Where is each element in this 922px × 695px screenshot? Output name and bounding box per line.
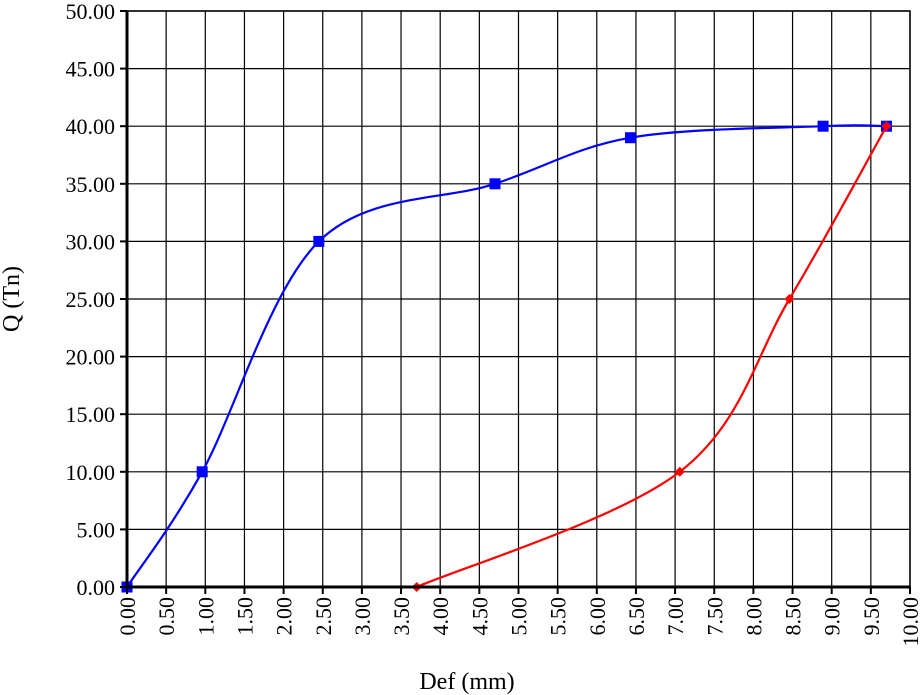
x-tick-label: 2.50 — [311, 597, 336, 636]
y-axis-label: Q (Tn) — [0, 266, 25, 332]
x-tick-label: 8.00 — [741, 597, 766, 636]
series-1-point — [817, 120, 829, 132]
series-layer — [121, 120, 893, 593]
x-tick-label: 3.00 — [350, 597, 375, 636]
x-tick-label: 7.00 — [663, 597, 688, 636]
x-tick-label: 9.00 — [820, 597, 845, 636]
y-tick-label: 0.00 — [77, 575, 116, 600]
series-1-point — [624, 132, 636, 144]
x-tick-label: 4.50 — [467, 597, 492, 636]
y-tick-label: 15.00 — [66, 402, 116, 427]
y-tick-label: 40.00 — [66, 114, 116, 139]
grid — [126, 10, 911, 588]
x-tick-label: 0.50 — [154, 597, 179, 636]
series-2-point — [784, 294, 795, 304]
x-tick-label: 10.00 — [898, 597, 922, 647]
x-tick-label: 3.50 — [389, 597, 414, 636]
x-tick-label: 5.50 — [546, 597, 571, 636]
x-tick-label: 4.00 — [428, 597, 453, 636]
x-tick-label: 6.00 — [585, 597, 610, 636]
x-tick-label: 5.00 — [507, 597, 532, 636]
y-tick-label: 20.00 — [66, 345, 116, 370]
series-2-line — [416, 125, 888, 589]
y-tick-label: 5.00 — [77, 517, 116, 542]
x-tick-label: 8.50 — [781, 597, 806, 636]
series-2-point — [881, 121, 892, 132]
x-tick-label: 1.50 — [232, 597, 257, 636]
y-tick-label: 35.00 — [66, 172, 116, 197]
x-tick-label: 2.00 — [272, 597, 297, 636]
x-tick-label: 9.50 — [859, 597, 884, 636]
y-tick-label: 50.00 — [66, 0, 116, 24]
y-tick-label: 25.00 — [66, 287, 116, 312]
y-tick-label: 30.00 — [66, 229, 116, 254]
series-1-point — [489, 178, 501, 190]
x-tick-label: 0.00 — [115, 597, 140, 636]
tick-labels: 0.00 0.50 1.00 1.50 2.00 2.50 3.00 3.50 4.00 4.50… — [66, 0, 922, 647]
y-tick-label: 45.00 — [66, 57, 116, 82]
series-2-point — [674, 466, 685, 477]
x-tick-label: 7.50 — [702, 597, 727, 636]
y-tick-label: 10.00 — [66, 460, 116, 485]
x-tick-label: 1.00 — [193, 597, 218, 636]
x-tick-label: 6.50 — [624, 597, 649, 636]
x-axis-label: Def (mm) — [419, 669, 514, 695]
series-1-point — [196, 466, 208, 478]
series-1-point — [313, 235, 325, 247]
axes — [120, 10, 911, 594]
